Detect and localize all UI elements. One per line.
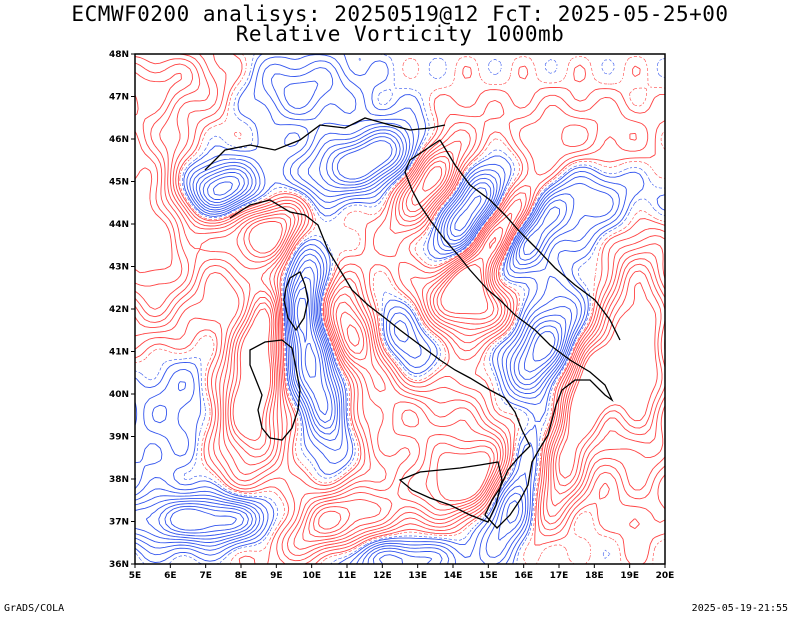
balkan-coastline bbox=[439, 139, 621, 341]
positive-vorticity-contour bbox=[135, 166, 658, 530]
positive-vorticity-contour bbox=[135, 72, 665, 538]
negative-vorticity-contour bbox=[135, 67, 614, 564]
lat-tick-label: 47N bbox=[109, 93, 129, 103]
lon-tick-label: 20E bbox=[656, 571, 675, 581]
alps-border bbox=[204, 117, 446, 171]
negative-vorticity-contour bbox=[158, 132, 563, 564]
lon-tick-label: 16E bbox=[514, 571, 533, 581]
lat-tick-label: 46N bbox=[109, 135, 129, 145]
lon-tick-label: 12E bbox=[373, 571, 392, 581]
credit-label: GrADS/COLA bbox=[4, 603, 65, 614]
lon-tick-label: 13E bbox=[408, 571, 427, 581]
lat-tick-label: 43N bbox=[109, 263, 129, 273]
chart-title: ECMWF0200 analisys: 20250519@12 FcT: 202… bbox=[71, 2, 729, 26]
lon-tick-label: 19E bbox=[620, 571, 639, 581]
negative-vorticity-contour bbox=[135, 54, 665, 564]
lat-tick-label: 38N bbox=[109, 475, 129, 485]
positive-vorticity-contour bbox=[135, 54, 665, 564]
italy-coastline bbox=[229, 139, 614, 529]
lon-tick-label: 18E bbox=[585, 571, 604, 581]
map-frame bbox=[134, 53, 666, 565]
negative-vorticity-contour bbox=[135, 54, 665, 564]
lon-tick-label: 10E bbox=[302, 571, 321, 581]
lon-tick-label: 11E bbox=[338, 571, 357, 581]
lat-tick-label: 48N bbox=[109, 50, 129, 60]
positive-vorticity-contour bbox=[135, 54, 665, 564]
lon-tick-label: 7E bbox=[199, 571, 211, 581]
negative-vorticity-contour bbox=[169, 140, 556, 531]
positive-vorticity-contour bbox=[135, 54, 665, 556]
lon-tick-label: 6E bbox=[164, 571, 176, 581]
lat-tick-label: 36N bbox=[109, 560, 129, 570]
positive-vorticity-contour bbox=[135, 54, 665, 564]
lon-tick-label: 17E bbox=[550, 571, 569, 581]
negative-vorticity-contour bbox=[135, 60, 620, 564]
coastlines bbox=[204, 117, 621, 529]
lon-tick-label: 14E bbox=[444, 571, 463, 581]
axis-ticks: 5E 6E 7E 8E 9E 10E 11E 12E 13E 14E 15E 16E 17E 18E 19E… bbox=[109, 50, 674, 581]
chart-subtitle: Relative Vorticity 1000mb bbox=[235, 22, 565, 46]
lat-tick-label: 39N bbox=[109, 433, 129, 443]
lat-tick-label: 40N bbox=[109, 390, 129, 400]
sicily-coastline bbox=[398, 461, 503, 523]
lon-tick-label: 15E bbox=[479, 571, 498, 581]
lat-tick-label: 41N bbox=[109, 348, 129, 358]
positive-vorticity-contour bbox=[135, 62, 665, 542]
negative-vorticity-contour bbox=[164, 136, 559, 534]
lat-tick-label: 37N bbox=[109, 518, 129, 528]
positive-vorticity-contour bbox=[135, 56, 665, 550]
lat-tick-label: 44N bbox=[109, 220, 129, 230]
lon-tick-label: 8E bbox=[235, 571, 247, 581]
corsica-coastline bbox=[283, 271, 309, 332]
lon-tick-label: 5E bbox=[129, 571, 141, 581]
lon-tick-label: 9E bbox=[270, 571, 282, 581]
timestamp-label: 2025-05-19-21:55 bbox=[691, 603, 788, 614]
negative-vorticity-contour bbox=[135, 54, 627, 564]
negative-vorticity-contour bbox=[145, 129, 568, 564]
lat-tick-label: 42N bbox=[109, 305, 129, 315]
vorticity-contours bbox=[135, 54, 665, 564]
sardinia-coastline bbox=[249, 339, 301, 441]
lat-tick-label: 45N bbox=[109, 178, 129, 188]
